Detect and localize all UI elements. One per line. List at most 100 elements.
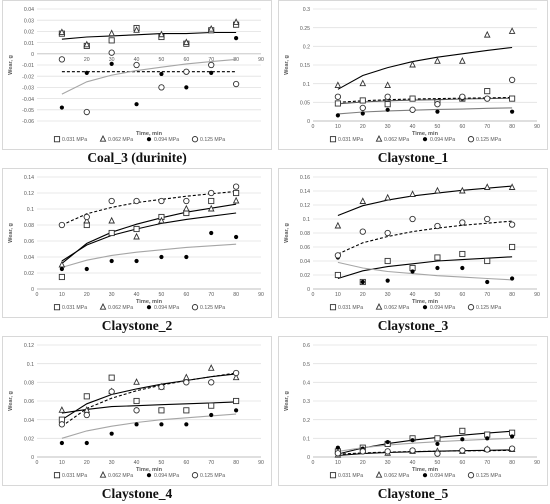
data-point <box>384 448 391 455</box>
legend-marker <box>422 305 428 310</box>
legend-label: 0.094 MPa <box>430 473 455 479</box>
x-tick-label: 0 <box>36 460 39 466</box>
legend-label: 0.031 MPa <box>62 305 87 311</box>
data-point <box>508 183 516 190</box>
data-point <box>435 265 440 271</box>
data-point <box>183 373 190 381</box>
data-point <box>459 219 466 226</box>
data-point <box>384 257 391 265</box>
trend-line <box>337 97 513 105</box>
data-point <box>510 276 515 281</box>
y-tick-label: 0.6 <box>303 343 310 349</box>
legend-marker <box>422 473 428 478</box>
data-point <box>434 254 441 261</box>
data-point <box>360 279 365 285</box>
y-tick-label: 0.06 <box>300 245 310 251</box>
data-point <box>509 243 516 251</box>
data-point <box>59 105 64 110</box>
y-tick-label: 0.08 <box>300 231 310 237</box>
caption-claystone-3: Claystone_3 <box>377 318 449 333</box>
data-point <box>459 57 466 64</box>
legend-label: 0.062 MPa <box>384 473 409 479</box>
x-tick-label: 20 <box>84 292 90 298</box>
trend-line <box>337 96 513 103</box>
y-tick-label: 0.4 <box>303 381 310 387</box>
legend-label: 0.094 MPa <box>154 137 179 143</box>
y-tick-label: 0.02 <box>24 437 34 443</box>
x-axis-title: Time, min <box>412 467 439 473</box>
data-point <box>435 441 440 447</box>
data-point <box>483 183 491 190</box>
data-point <box>359 228 366 235</box>
legend-marker <box>191 136 199 143</box>
x-tick-label: 0 <box>312 460 315 466</box>
x-tick-label: 40 <box>134 292 140 298</box>
y-tick-label: 0.1 <box>303 217 310 223</box>
chart-coal-3: 0.04 0.03 0.02 0.01 0 -0.01 -0.02 -0.03 -0.04 -0.… <box>2 0 272 150</box>
x-tick-label: 30 <box>385 460 391 466</box>
y-tick-label: 0.03 <box>24 18 34 24</box>
x-tick-label: 10 <box>335 292 341 298</box>
data-point <box>510 109 515 114</box>
data-point <box>484 88 491 95</box>
data-point <box>133 378 140 385</box>
data-point <box>159 422 164 427</box>
caption-coal-3: Coal_3 (durinite) <box>87 150 187 165</box>
y-tick-label: 0.01 <box>24 41 34 47</box>
legend-label: 0.094 MPa <box>154 473 179 479</box>
data-point <box>83 213 90 221</box>
data-point <box>158 30 165 38</box>
data-point <box>334 93 342 100</box>
data-point <box>434 101 441 108</box>
chart-claystone-3: 0 0.02 0.04 0.06 0.08 0.1 0.12 0.14 0.16 0 10 20 30 4… <box>278 168 548 318</box>
data-point <box>133 232 140 240</box>
legend-marker <box>99 470 107 478</box>
data-point <box>232 373 240 381</box>
trend-line <box>61 190 237 226</box>
x-tick-label: 70 <box>484 124 490 130</box>
x-tick-label: 30 <box>385 124 391 130</box>
data-point <box>184 254 189 260</box>
trend-line <box>61 401 237 414</box>
y-tick-label: 0.3 <box>303 399 310 405</box>
trend-line <box>337 449 513 455</box>
legend-marker <box>53 304 61 311</box>
legend-marker <box>53 472 61 479</box>
x-tick-label: 20 <box>84 57 90 63</box>
data-point <box>434 450 441 457</box>
x-tick-label: 60 <box>459 292 465 298</box>
legend-marker <box>422 137 428 142</box>
x-tick-label: 60 <box>183 57 189 63</box>
x-tick-label: 60 <box>183 460 189 466</box>
y-tick-label: 0.1 <box>303 82 310 88</box>
legend-marker <box>467 304 475 311</box>
data-point <box>58 421 66 428</box>
data-point <box>434 186 441 194</box>
x-tick-label: 80 <box>509 292 515 298</box>
y-tick-label: 0.04 <box>24 7 34 13</box>
data-point <box>410 269 415 274</box>
y-tick-label: 0.04 <box>24 255 34 261</box>
data-point <box>334 221 342 229</box>
y-tick-label: 0.1 <box>27 207 34 213</box>
data-point <box>108 29 115 37</box>
data-point <box>158 84 165 91</box>
legend-label: 0.031 MPa <box>62 473 87 479</box>
data-point <box>83 411 90 419</box>
x-tick-label: 10 <box>335 124 341 130</box>
x-tick-label: 20 <box>84 460 90 466</box>
data-point <box>410 438 415 443</box>
y-tick-label: 0.08 <box>24 381 34 387</box>
data-point <box>183 197 190 205</box>
data-point <box>359 197 367 204</box>
legend-label: 0.125 MPa <box>476 473 501 479</box>
y-tick-label: 0 <box>307 455 310 461</box>
panel-coal-3: 0.04 0.03 0.02 0.01 0 -0.01 -0.02 -0.03 -0.04 -0.… <box>2 0 272 168</box>
y-tick-label: 0 <box>307 119 310 125</box>
data-point <box>359 79 367 87</box>
data-point <box>108 197 115 205</box>
data-point <box>207 24 215 32</box>
legend-label: 0.125 MPa <box>476 305 501 311</box>
legend-label: 0.031 MPa <box>338 305 363 311</box>
y-tick-label: 0.25 <box>300 26 310 32</box>
